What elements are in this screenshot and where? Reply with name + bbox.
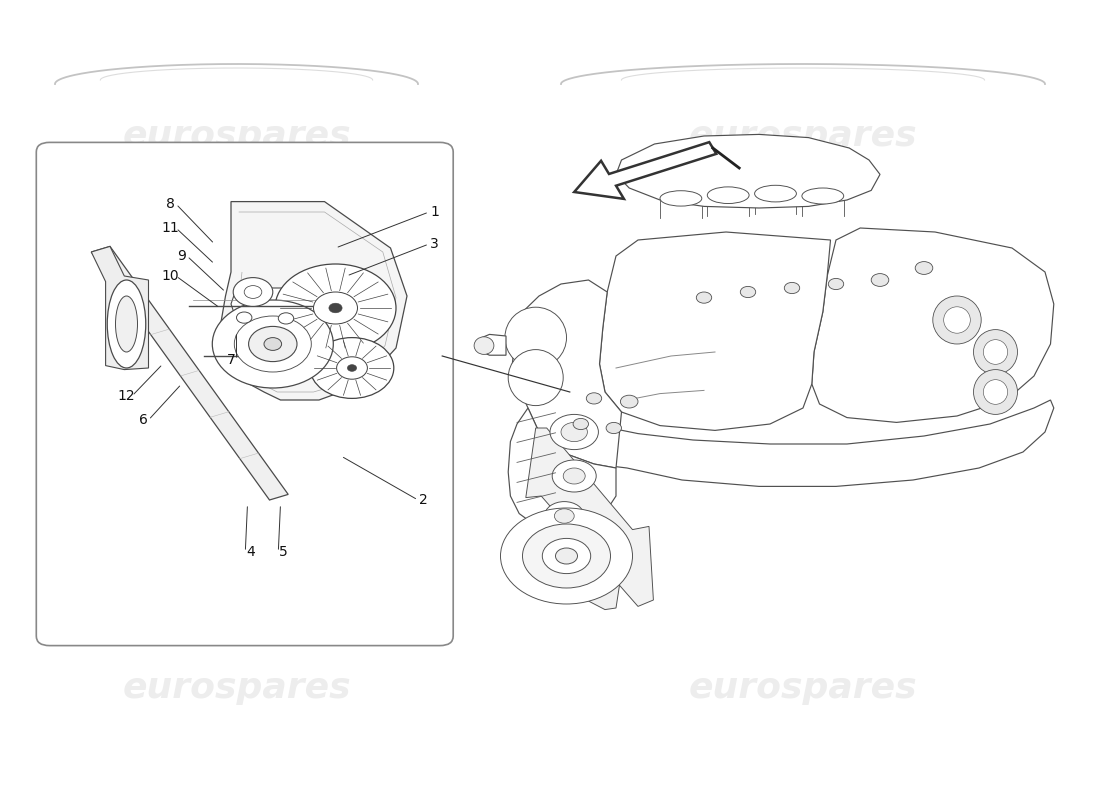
Circle shape: [784, 282, 800, 294]
Text: 11: 11: [162, 221, 179, 235]
Text: 3: 3: [430, 237, 439, 251]
Circle shape: [236, 312, 252, 323]
Ellipse shape: [755, 186, 796, 202]
Polygon shape: [574, 142, 716, 199]
Ellipse shape: [474, 337, 494, 354]
Circle shape: [552, 460, 596, 492]
Text: 4: 4: [246, 545, 255, 559]
Circle shape: [329, 303, 342, 313]
Polygon shape: [220, 202, 407, 400]
Polygon shape: [506, 528, 621, 610]
Circle shape: [544, 502, 584, 530]
Text: 2: 2: [419, 493, 428, 507]
Text: 9: 9: [177, 249, 186, 263]
Ellipse shape: [983, 380, 1008, 404]
Polygon shape: [600, 232, 830, 430]
Circle shape: [233, 278, 273, 306]
Ellipse shape: [116, 296, 138, 352]
Circle shape: [310, 338, 394, 398]
Circle shape: [606, 422, 621, 434]
Ellipse shape: [944, 306, 970, 333]
Polygon shape: [539, 400, 1054, 486]
Ellipse shape: [707, 187, 749, 203]
Polygon shape: [482, 334, 506, 355]
Polygon shape: [91, 246, 288, 500]
Circle shape: [550, 414, 598, 450]
Ellipse shape: [108, 280, 145, 368]
Circle shape: [554, 509, 574, 523]
Circle shape: [249, 326, 297, 362]
Ellipse shape: [508, 350, 563, 406]
Ellipse shape: [933, 296, 981, 344]
Circle shape: [740, 286, 756, 298]
Circle shape: [522, 524, 611, 588]
Text: 1: 1: [430, 205, 439, 219]
Circle shape: [556, 548, 578, 564]
Text: eurospares: eurospares: [689, 671, 917, 705]
Circle shape: [871, 274, 889, 286]
Text: 8: 8: [166, 197, 175, 211]
Text: 7: 7: [227, 353, 235, 367]
Polygon shape: [508, 408, 616, 532]
Polygon shape: [616, 134, 880, 208]
Ellipse shape: [974, 330, 1018, 374]
FancyBboxPatch shape: [36, 142, 453, 646]
Ellipse shape: [505, 307, 566, 368]
Text: eurospares: eurospares: [122, 671, 351, 705]
Polygon shape: [512, 280, 621, 468]
Circle shape: [314, 292, 358, 324]
Circle shape: [234, 316, 311, 372]
Circle shape: [620, 395, 638, 408]
Polygon shape: [526, 428, 653, 606]
Polygon shape: [231, 288, 308, 320]
Circle shape: [561, 422, 587, 442]
Circle shape: [915, 262, 933, 274]
Ellipse shape: [660, 190, 702, 206]
Circle shape: [586, 393, 602, 404]
Circle shape: [278, 313, 294, 324]
Circle shape: [244, 286, 262, 298]
Ellipse shape: [983, 340, 1008, 364]
Circle shape: [264, 338, 282, 350]
Text: eurospares: eurospares: [122, 119, 351, 153]
Text: eurospares: eurospares: [689, 119, 917, 153]
Polygon shape: [812, 228, 1054, 422]
Text: 6: 6: [139, 413, 147, 427]
Circle shape: [337, 357, 367, 379]
Circle shape: [696, 292, 712, 303]
Circle shape: [500, 508, 632, 604]
Circle shape: [212, 300, 333, 388]
Ellipse shape: [802, 188, 844, 204]
Circle shape: [563, 468, 585, 484]
Ellipse shape: [974, 370, 1018, 414]
Circle shape: [573, 418, 588, 430]
Text: 12: 12: [118, 389, 135, 403]
Circle shape: [542, 538, 591, 574]
Circle shape: [275, 264, 396, 352]
Polygon shape: [91, 246, 148, 370]
Circle shape: [828, 278, 844, 290]
Circle shape: [348, 365, 356, 371]
Text: 5: 5: [279, 545, 288, 559]
Text: 10: 10: [162, 269, 179, 283]
